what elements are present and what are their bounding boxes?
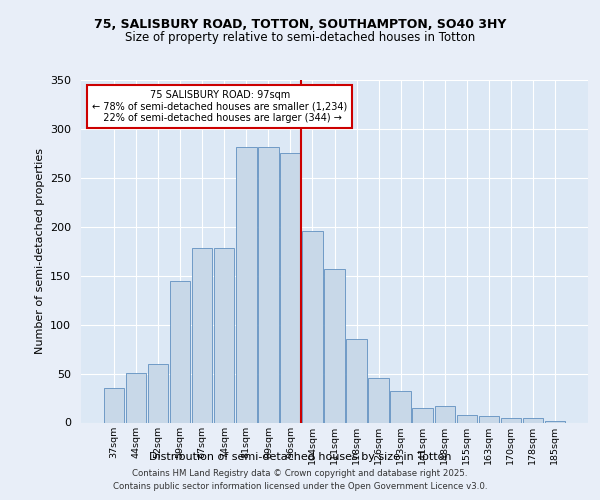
- Bar: [214, 248, 235, 422]
- Bar: [104, 388, 124, 422]
- Bar: [545, 420, 565, 422]
- Bar: [479, 416, 499, 422]
- Bar: [500, 418, 521, 422]
- Bar: [236, 146, 257, 422]
- Text: Distribution of semi-detached houses by size in Totton: Distribution of semi-detached houses by …: [149, 452, 451, 462]
- Bar: [170, 280, 190, 422]
- Bar: [391, 391, 411, 422]
- Bar: [126, 372, 146, 422]
- Bar: [523, 418, 543, 422]
- Text: Contains HM Land Registry data © Crown copyright and database right 2025.
Contai: Contains HM Land Registry data © Crown c…: [113, 470, 487, 491]
- Bar: [368, 378, 389, 422]
- Bar: [192, 248, 212, 422]
- Bar: [302, 230, 323, 422]
- Bar: [148, 364, 169, 422]
- Bar: [412, 408, 433, 422]
- Bar: [457, 414, 477, 422]
- Bar: [280, 154, 301, 422]
- Bar: [325, 269, 344, 422]
- Bar: [434, 406, 455, 422]
- Text: 75 SALISBURY ROAD: 97sqm
← 78% of semi-detached houses are smaller (1,234)
  22%: 75 SALISBURY ROAD: 97sqm ← 78% of semi-d…: [92, 90, 347, 123]
- Text: 75, SALISBURY ROAD, TOTTON, SOUTHAMPTON, SO40 3HY: 75, SALISBURY ROAD, TOTTON, SOUTHAMPTON,…: [94, 18, 506, 30]
- Bar: [258, 146, 278, 422]
- Bar: [346, 340, 367, 422]
- Y-axis label: Number of semi-detached properties: Number of semi-detached properties: [35, 148, 44, 354]
- Text: Size of property relative to semi-detached houses in Totton: Size of property relative to semi-detach…: [125, 31, 475, 44]
